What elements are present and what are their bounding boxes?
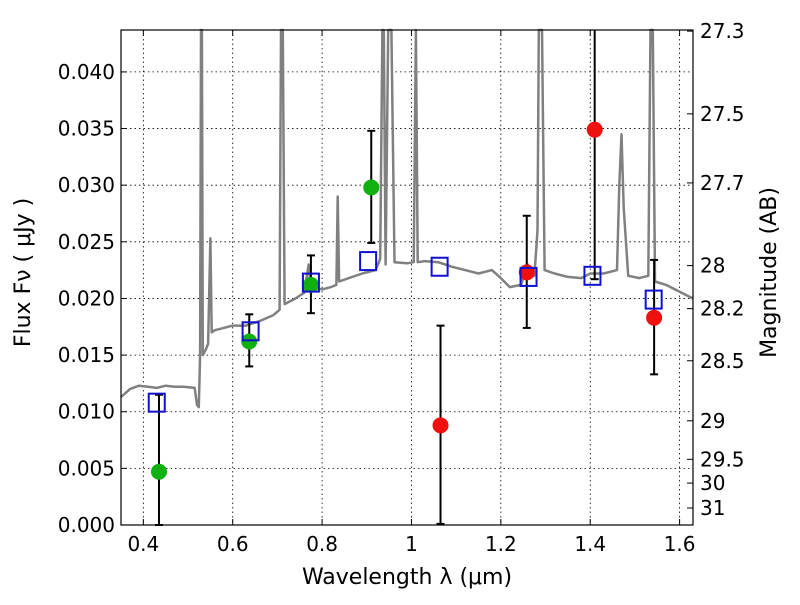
right-tick-label: 29.5	[700, 447, 745, 471]
grid-lines	[121, 30, 693, 526]
y-tick-label: 0.005	[58, 456, 115, 480]
data-point-circle	[363, 179, 380, 196]
data-point-circle	[646, 309, 663, 326]
right-tick-label: 28.2	[700, 297, 745, 321]
x-tick-label: 1	[405, 532, 418, 556]
y-tick-label: 0.010	[58, 400, 115, 424]
data-point-circle	[150, 463, 167, 480]
right-tick-label: 27.7	[700, 171, 745, 195]
data-point-square	[519, 266, 538, 287]
data-point-square	[359, 251, 378, 272]
right-axis-label: Magnitude (AB)	[757, 187, 782, 358]
x-tick-label: 1.4	[574, 532, 606, 556]
x-tick-label: 1.6	[664, 532, 696, 556]
data-point-square	[583, 265, 602, 286]
plot-frame	[120, 29, 694, 526]
right-tick-label: 28.5	[700, 349, 745, 373]
y-tick-label: 0.035	[58, 117, 115, 141]
data-point-circle	[586, 121, 603, 138]
x-tick-label: 0.8	[306, 532, 338, 556]
data-point-square	[430, 256, 449, 277]
spectrum-line	[120, 28, 694, 409]
y-tick-label: 0.000	[58, 513, 115, 537]
y-tick-label: 0.025	[58, 230, 115, 254]
data-point-circle	[241, 333, 258, 350]
right-tick-label: 29	[700, 409, 725, 433]
x-axis-label: Wavelength λ (μm)	[302, 565, 512, 590]
data-point-square	[241, 321, 260, 342]
right-tick-label: 30	[700, 471, 725, 495]
y-axis-label: Flux Fν ( μJy )	[11, 198, 36, 347]
data-points	[147, 30, 663, 526]
right-tick-label: 31	[700, 496, 725, 520]
data-point-square	[644, 289, 663, 310]
x-tick-label: 0.6	[217, 532, 249, 556]
right-tick-label: 27.5	[700, 102, 745, 126]
data-point-circle	[302, 276, 319, 293]
y-tick-label: 0.015	[58, 343, 115, 367]
y-tick-label: 0.040	[58, 60, 115, 84]
x-tick-label: 1.2	[485, 532, 517, 556]
template-spectrum	[120, 28, 694, 409]
data-point-square	[301, 272, 320, 293]
right-tick-label: 28	[700, 254, 725, 278]
x-tick-label: 0.4	[127, 532, 159, 556]
right-tick-label: 27.3	[700, 19, 745, 43]
y-tick-label: 0.020	[58, 286, 115, 310]
data-point-circle	[432, 417, 449, 434]
axis-ticks: 0.4 0.6 0.8 1 1.2 1.4 1.6 0.000 0.005 0.010 0.015 0…	[58, 19, 745, 556]
y-tick-label: 0.030	[58, 173, 115, 197]
data-point-square	[147, 392, 166, 413]
